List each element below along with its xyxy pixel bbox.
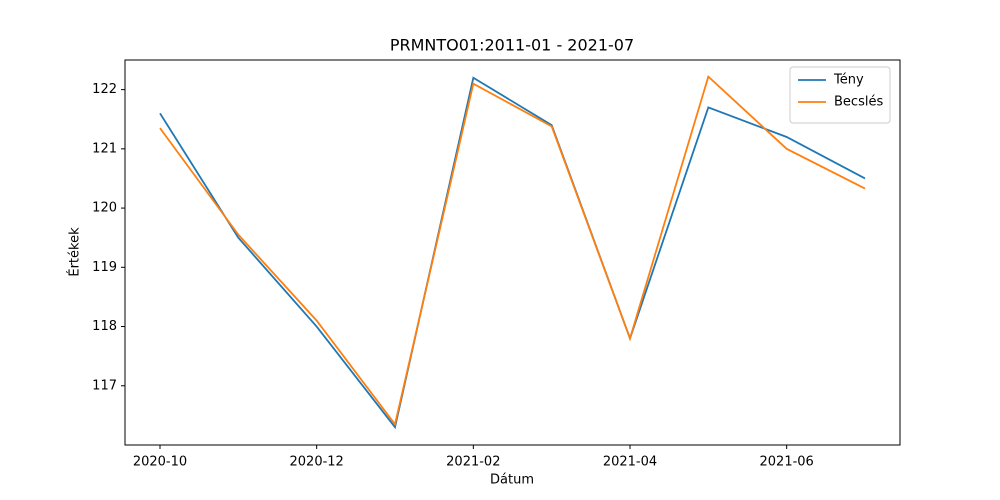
series-line bbox=[159, 74, 866, 427]
chart-title: PRMNTO01:2011-01 - 2021-07 bbox=[390, 36, 634, 55]
x-tick-label: 2021-06 bbox=[760, 455, 814, 470]
y-tick-label: 118 bbox=[92, 319, 117, 334]
legend-label: Tény bbox=[833, 73, 864, 88]
series-line bbox=[159, 76, 866, 430]
y-tick-label: 122 bbox=[92, 82, 117, 97]
x-tick-label: 2020-12 bbox=[290, 455, 344, 470]
y-tick-label: 120 bbox=[92, 201, 117, 216]
x-tick-label: 2021-02 bbox=[446, 455, 500, 470]
y-tick-label: 119 bbox=[92, 260, 117, 275]
y-tick-label: 117 bbox=[92, 378, 117, 393]
x-tick-label: 2021-04 bbox=[603, 455, 657, 470]
y-axis-label: Értékek bbox=[67, 227, 83, 277]
x-axis-label: Dátum bbox=[490, 473, 534, 488]
legend-box bbox=[789, 66, 891, 124]
y-tick-label: 121 bbox=[92, 141, 117, 156]
plot-frame bbox=[124, 59, 901, 446]
x-tick-label: 2020-10 bbox=[133, 455, 187, 470]
legend-label: Becslés bbox=[834, 95, 883, 110]
